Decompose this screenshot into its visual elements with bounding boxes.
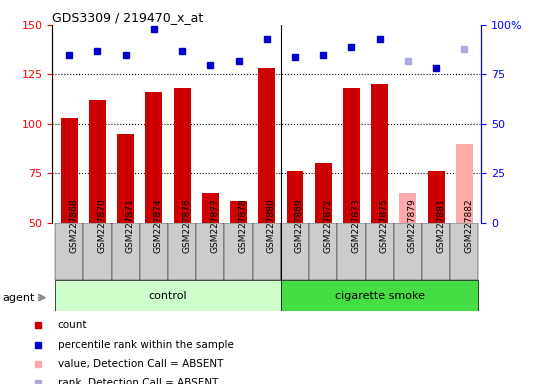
Bar bbox=[89, 100, 106, 223]
Bar bbox=[55, 280, 281, 311]
Text: GSM227878: GSM227878 bbox=[239, 198, 248, 253]
Bar bbox=[145, 92, 162, 223]
Bar bbox=[281, 280, 478, 311]
Bar bbox=[83, 223, 112, 280]
Bar bbox=[343, 88, 360, 223]
Bar bbox=[315, 164, 332, 223]
Text: GSM227876: GSM227876 bbox=[182, 198, 191, 253]
Text: GSM227872: GSM227872 bbox=[323, 198, 332, 253]
Text: GSM227873: GSM227873 bbox=[351, 198, 360, 253]
Bar bbox=[456, 144, 473, 223]
Text: GDS3309 / 219470_x_at: GDS3309 / 219470_x_at bbox=[52, 11, 204, 24]
Text: GSM227882: GSM227882 bbox=[464, 198, 474, 253]
Text: agent: agent bbox=[3, 293, 35, 303]
Bar bbox=[366, 223, 394, 280]
Bar bbox=[60, 118, 78, 223]
Text: GSM227877: GSM227877 bbox=[210, 198, 219, 253]
Text: GSM227871: GSM227871 bbox=[125, 198, 135, 253]
Text: GSM227881: GSM227881 bbox=[436, 198, 445, 253]
Text: value, Detection Call = ABSENT: value, Detection Call = ABSENT bbox=[58, 359, 223, 369]
Bar bbox=[196, 223, 224, 280]
Text: GSM227874: GSM227874 bbox=[154, 198, 163, 253]
Bar bbox=[140, 223, 168, 280]
Bar bbox=[174, 88, 190, 223]
Bar bbox=[224, 223, 252, 280]
Bar bbox=[230, 201, 247, 223]
Bar bbox=[450, 223, 478, 280]
Text: GSM227879: GSM227879 bbox=[408, 198, 417, 253]
Bar bbox=[394, 223, 422, 280]
Bar bbox=[112, 223, 140, 280]
Bar bbox=[202, 193, 219, 223]
Text: count: count bbox=[58, 320, 87, 330]
Text: percentile rank within the sample: percentile rank within the sample bbox=[58, 339, 234, 349]
Bar bbox=[252, 223, 281, 280]
Bar bbox=[168, 223, 196, 280]
Text: cigarette smoke: cigarette smoke bbox=[334, 291, 425, 301]
Text: GSM227870: GSM227870 bbox=[97, 198, 106, 253]
Text: control: control bbox=[148, 291, 188, 301]
Bar bbox=[309, 223, 337, 280]
Bar bbox=[258, 68, 275, 223]
Text: rank, Detection Call = ABSENT: rank, Detection Call = ABSENT bbox=[58, 378, 218, 384]
Text: GSM227880: GSM227880 bbox=[267, 198, 276, 253]
Bar bbox=[281, 223, 309, 280]
Bar bbox=[55, 223, 83, 280]
Bar bbox=[399, 193, 416, 223]
Text: GSM227875: GSM227875 bbox=[379, 198, 389, 253]
Bar bbox=[117, 134, 134, 223]
Bar bbox=[422, 223, 450, 280]
Bar bbox=[337, 223, 366, 280]
Text: GSM227869: GSM227869 bbox=[295, 198, 304, 253]
Bar bbox=[287, 171, 304, 223]
Bar bbox=[427, 171, 444, 223]
Bar bbox=[371, 84, 388, 223]
Text: GSM227868: GSM227868 bbox=[69, 198, 78, 253]
